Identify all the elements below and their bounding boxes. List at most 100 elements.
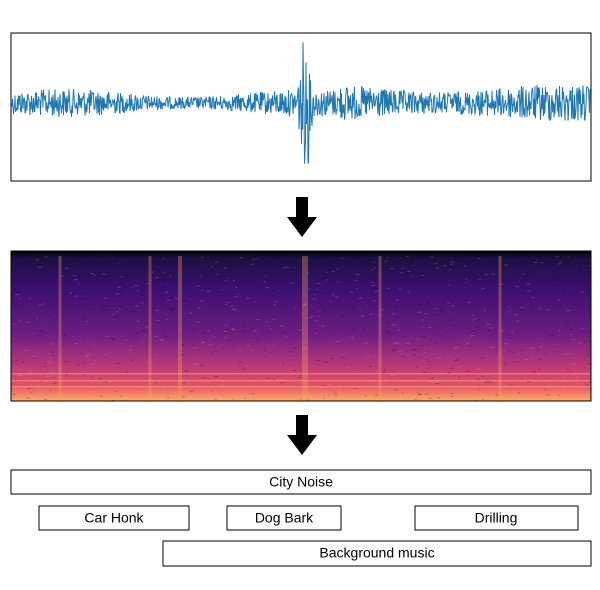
spectrogram-texture (290, 399, 294, 401)
spectrogram-texture (257, 338, 260, 340)
spectrogram-texture (551, 334, 555, 336)
spectrogram-texture (457, 397, 461, 399)
spectrogram-texture (305, 286, 308, 288)
spectrogram-texture (302, 256, 308, 401)
spectrogram-texture (294, 347, 298, 349)
spectrogram-texture (24, 261, 28, 263)
spectrogram-texture (238, 349, 241, 351)
spectrogram-texture (382, 257, 385, 259)
spectrogram-texture (210, 266, 213, 268)
spectrogram-texture (292, 359, 295, 361)
spectrogram-texture (324, 361, 328, 363)
spectrogram-texture (478, 279, 482, 281)
spectrogram-texture (200, 275, 202, 277)
spectrogram-texture (104, 381, 109, 383)
spectrogram-texture (107, 381, 112, 383)
spectrogram-texture (330, 357, 335, 359)
spectrogram-texture (562, 376, 567, 378)
spectrogram-texture (564, 353, 567, 355)
spectrogram-texture (263, 281, 266, 283)
spectrogram-texture (565, 368, 569, 370)
spectrogram-texture (279, 363, 282, 365)
spectrogram-texture (360, 271, 363, 273)
spectrogram-texture (282, 364, 284, 366)
spectrogram-texture (37, 386, 40, 388)
spectrogram-texture (94, 360, 97, 362)
spectrogram-texture (396, 342, 401, 344)
spectrogram-texture (465, 337, 467, 339)
spectrogram-texture (457, 296, 459, 298)
spectrogram-texture (456, 358, 460, 360)
spectrogram-texture (456, 398, 460, 400)
spectrogram-texture (409, 261, 412, 263)
spectrogram-texture (247, 365, 250, 367)
spectrogram-texture (439, 310, 444, 312)
spectrogram-texture (484, 274, 488, 276)
spectrogram-texture (227, 277, 230, 279)
spectrogram-texture (440, 366, 443, 368)
spectrogram-texture (298, 329, 303, 331)
spectrogram-texture (14, 340, 17, 342)
spectrogram-texture (542, 262, 544, 264)
spectrogram-texture (44, 380, 47, 382)
spectrogram-texture (420, 345, 425, 347)
spectrogram-texture (64, 360, 68, 362)
spectrogram-texture (91, 379, 94, 381)
spectrogram-texture (368, 277, 372, 279)
spectrogram-texture (209, 344, 213, 346)
spectrogram-texture (124, 393, 127, 395)
spectrogram-texture (226, 302, 230, 304)
spectrogram-texture (427, 344, 429, 346)
spectrogram-texture (231, 328, 235, 330)
label: Dog Bark (255, 510, 314, 526)
spectrogram-texture (428, 327, 432, 329)
spectrogram-texture (428, 397, 432, 399)
spectrogram-texture (534, 261, 538, 263)
spectrogram-texture (395, 299, 399, 301)
spectrogram-texture (81, 292, 85, 294)
spectrogram-texture (380, 367, 383, 369)
spectrogram-texture (181, 389, 183, 391)
spectrogram-texture (322, 384, 325, 386)
spectrogram-texture (446, 355, 450, 357)
spectrogram-texture (250, 328, 253, 330)
spectrogram-texture (369, 333, 372, 335)
spectrogram-texture (111, 338, 116, 340)
spectrogram-texture (394, 316, 398, 318)
spectrogram-texture (568, 282, 571, 284)
spectrogram-texture (308, 317, 312, 319)
spectrogram-texture (81, 362, 84, 364)
spectrogram-texture (380, 373, 384, 375)
spectrogram-texture (436, 357, 441, 359)
spectrogram-texture (526, 268, 530, 270)
spectrogram-texture (557, 299, 560, 301)
spectrogram-texture (251, 393, 255, 395)
spectrogram-texture (98, 260, 103, 262)
spectrogram-texture (394, 389, 398, 391)
spectrogram-texture (499, 330, 504, 332)
spectrogram-texture (423, 326, 425, 328)
spectrogram-texture (562, 387, 566, 389)
spectrogram-texture (557, 263, 561, 265)
spectrogram-texture (207, 256, 209, 258)
spectrogram-texture (348, 269, 351, 271)
spectrogram-texture (265, 356, 268, 358)
spectrogram-texture (553, 299, 557, 301)
spectrogram-texture (196, 321, 201, 323)
spectrogram-texture (429, 350, 431, 352)
spectrogram-texture (416, 308, 419, 310)
spectrogram-texture (159, 339, 164, 341)
spectrogram-texture (46, 375, 48, 377)
spectrogram-texture (449, 389, 452, 391)
spectrogram-texture (200, 289, 204, 291)
spectrogram-texture (373, 355, 376, 357)
spectrogram-texture (400, 381, 404, 383)
spectrogram-texture (581, 327, 584, 329)
spectrogram-texture (151, 271, 154, 273)
spectrogram-texture (150, 261, 153, 263)
spectrogram-texture (256, 258, 259, 260)
spectrogram-texture (335, 395, 338, 397)
spectrogram-texture (12, 394, 16, 396)
spectrogram-texture (401, 267, 404, 269)
spectrogram-texture (384, 369, 386, 371)
